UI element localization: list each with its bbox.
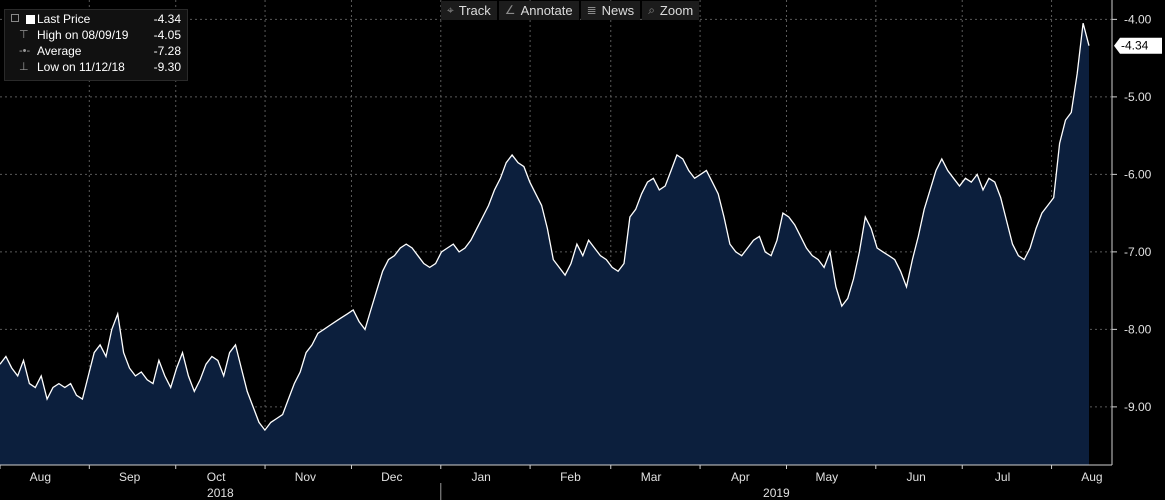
legend-high: ⊤ High on 08/09/19 -4.05 xyxy=(19,28,181,42)
y-tick-label: -9.00 xyxy=(1124,400,1152,414)
toolbar-track-button[interactable]: ⌖ Track xyxy=(441,1,497,20)
y-tick-label: -7.00 xyxy=(1124,245,1152,259)
x-tick-label: Mar xyxy=(641,470,662,484)
chart-toolbar: ⌖ Track ∠ Annotate ≣ News ⌕ Zoom xyxy=(441,1,700,20)
average-marker-icon: -•- xyxy=(19,45,31,57)
x-tick-label: Sep xyxy=(119,470,141,484)
year-label-2019: 2019 xyxy=(763,486,790,500)
toolbar-news-button[interactable]: ≣ News xyxy=(580,1,641,20)
y-tick-label: -8.00 xyxy=(1124,322,1152,336)
crosshair-icon: ⌖ xyxy=(447,3,454,17)
toolbar-label: Track xyxy=(458,3,491,18)
magnifier-icon: ⌕ xyxy=(648,3,655,17)
high-marker-icon: ⊤ xyxy=(19,29,29,41)
legend: Last Price -4.34 ⊤ High on 08/09/19 -4.0… xyxy=(4,9,188,81)
y-tick-label: -4.00 xyxy=(1124,12,1152,26)
x-tick-label: Dec xyxy=(381,470,402,484)
x-tick-label: Nov xyxy=(295,470,316,484)
x-tick-label: Jun xyxy=(906,470,925,484)
x-tick-label: Apr xyxy=(731,470,750,484)
last-value-tag xyxy=(1114,37,1162,54)
toolbar-label: News xyxy=(601,3,635,18)
legend-last-price: Last Price -4.34 xyxy=(26,12,183,27)
legend-collapse-icon[interactable] xyxy=(11,14,19,22)
last-value-label: -4.34 xyxy=(1121,39,1149,53)
toolbar-annotate-button[interactable]: ∠ Annotate xyxy=(498,1,579,20)
low-marker-icon: ⊥ xyxy=(19,61,29,73)
price-area xyxy=(0,23,1089,465)
x-tick-label: Jan xyxy=(471,470,490,484)
legend-low: ⊥ Low on 11/12/18 -9.30 xyxy=(19,60,181,74)
toolbar-label: Annotate xyxy=(520,3,573,18)
legend-average: -•- Average -7.28 xyxy=(19,44,181,58)
x-tick-label: Feb xyxy=(560,470,581,484)
x-tick-label: Aug xyxy=(30,470,51,484)
y-tick-label: -6.00 xyxy=(1124,167,1152,181)
x-tick-label: May xyxy=(815,470,838,484)
x-tick-label: Aug xyxy=(1081,470,1102,484)
y-tick-label: -5.00 xyxy=(1124,90,1152,104)
x-tick-label: Oct xyxy=(207,470,226,484)
last-price-swatch-icon xyxy=(26,15,35,24)
price-line xyxy=(0,23,1090,432)
x-tick-label: Jul xyxy=(995,470,1010,484)
toolbar-zoom-button[interactable]: ⌕ Zoom xyxy=(642,1,700,20)
pencil-icon: ∠ xyxy=(504,3,516,17)
news-icon: ≣ xyxy=(586,3,597,17)
toolbar-label: Zoom xyxy=(659,3,694,18)
year-label-2018: 2018 xyxy=(207,486,234,500)
